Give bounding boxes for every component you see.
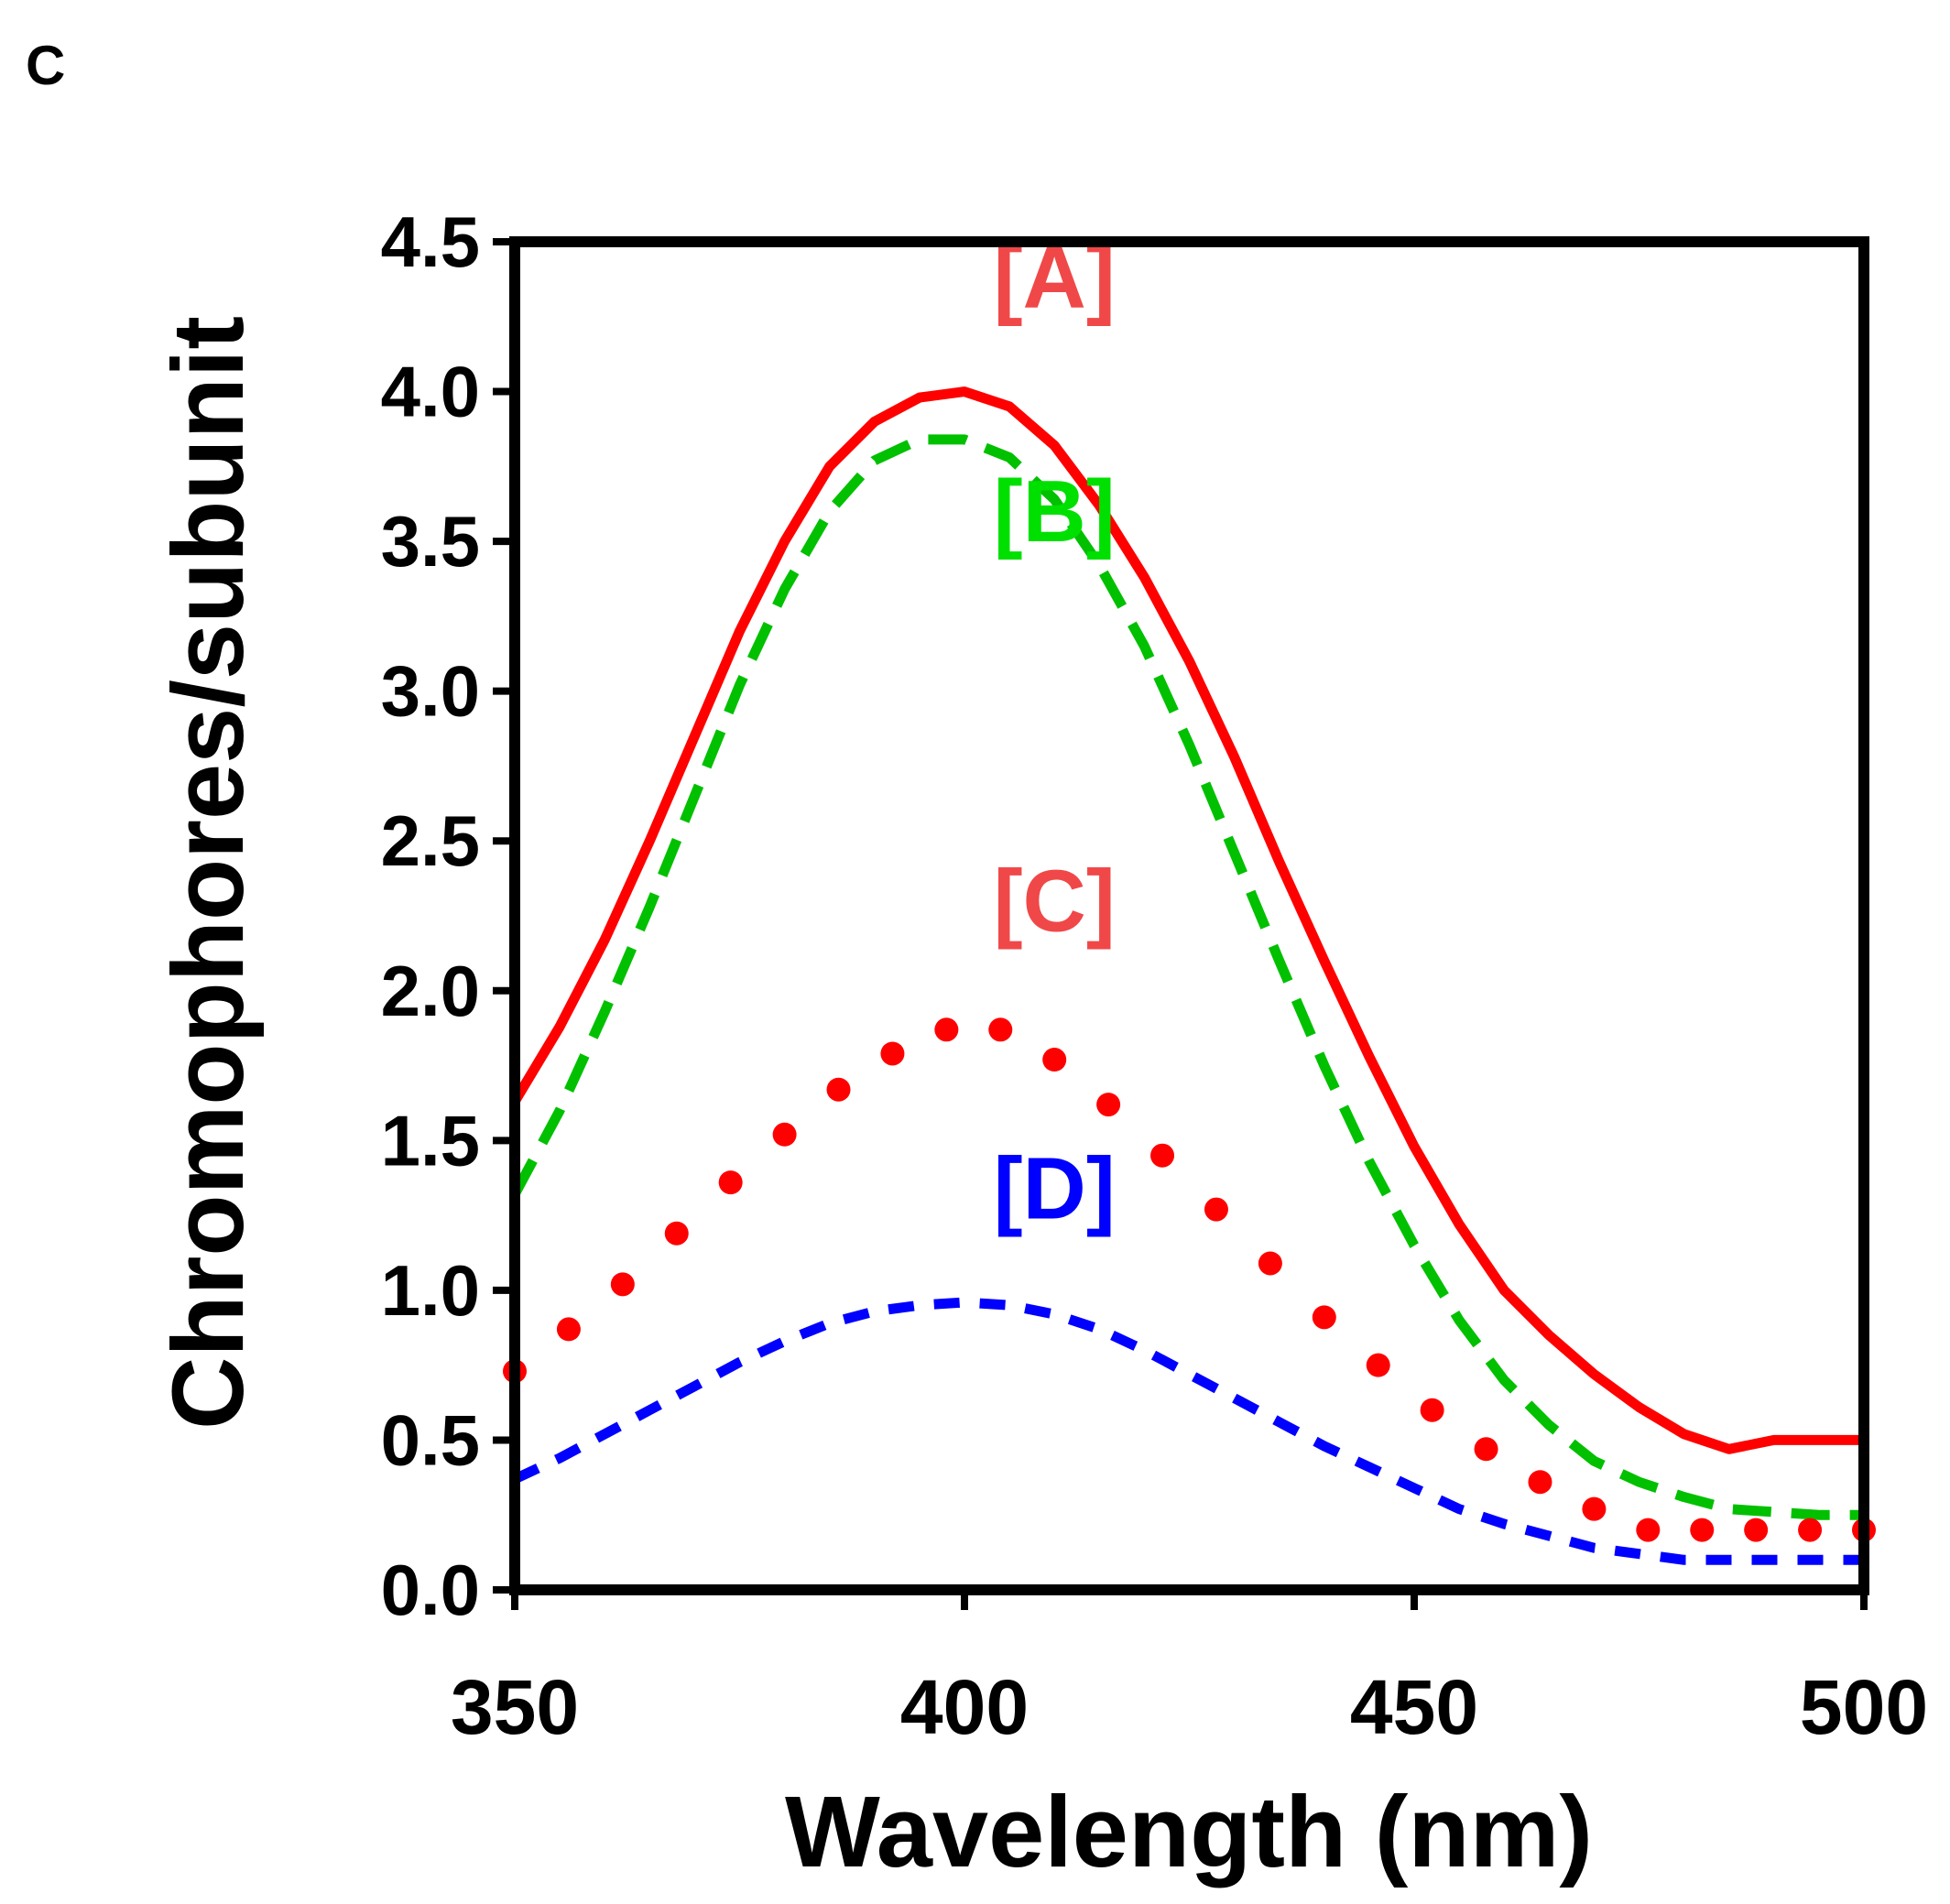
series-c-point [826,1077,851,1102]
series-d-label: [D] [994,1139,1116,1237]
series-c-point [1042,1048,1067,1072]
series-layer [503,386,1876,1565]
x-tick-label: 450 [1350,1664,1478,1750]
series-c-points [503,1017,1876,1542]
panel-label: C [26,35,65,96]
series-b-label: [B] [994,462,1116,560]
series-c-point [988,1017,1013,1042]
series-c-point [610,1272,635,1297]
plot-frame [509,236,1869,1595]
x-axis-title: Wavelength (nm) [785,1776,1593,1888]
y-tick-label: 4.5 [381,201,480,282]
series-c-point [1096,1093,1121,1117]
y-tick-label: 1.5 [381,1100,480,1180]
series-labels: [A][B][C][D] [994,229,1116,1237]
y-tick-label: 4.0 [381,352,480,432]
y-tick-label: 3.5 [381,501,480,582]
series-b-line [510,434,1864,1520]
series-c-point [1636,1518,1661,1542]
series-c-point [1258,1251,1282,1276]
series-c-point [1798,1518,1823,1542]
series-a-line [510,386,1864,1454]
y-tick-label: 3.0 [381,651,480,732]
x-tick-label: 500 [1800,1664,1928,1750]
series-c-point [1420,1398,1444,1422]
series-c-point [880,1041,905,1066]
y-tick-label: 0.5 [381,1399,480,1480]
series-c-point [772,1122,797,1147]
y-tick-label: 2.5 [381,800,480,881]
series-c-point [1204,1197,1228,1222]
x-tick-label: 350 [451,1664,579,1750]
series-c-point [1744,1518,1769,1542]
series-c-point [1582,1496,1607,1521]
series-c-point [1150,1143,1175,1168]
series-c-point [718,1170,743,1195]
series-c-point [1690,1518,1715,1542]
series-c-point [1528,1470,1552,1495]
y-axis: 0.0 0.5 1.0 1.5 2.0 2.5 3.0 3.5 4.0 4.5 [381,201,515,1630]
series-c-point [664,1221,689,1246]
series-d-line [512,1297,1864,1565]
x-axis: 350 400 450 500 [451,1590,1928,1750]
series-c-point [934,1017,959,1042]
series-c-point [1366,1353,1390,1377]
y-axis-title: Chromophores/subunit [152,316,265,1430]
y-tick-label: 0.0 [381,1550,480,1630]
x-tick-label: 400 [900,1664,1029,1750]
series-c-point [1474,1437,1498,1462]
y-tick-label: 2.0 [381,951,480,1031]
series-c-point [1312,1305,1336,1330]
series-c-label: [C] [994,852,1116,950]
series-c-point [556,1317,581,1342]
y-tick-label: 1.0 [381,1250,480,1331]
